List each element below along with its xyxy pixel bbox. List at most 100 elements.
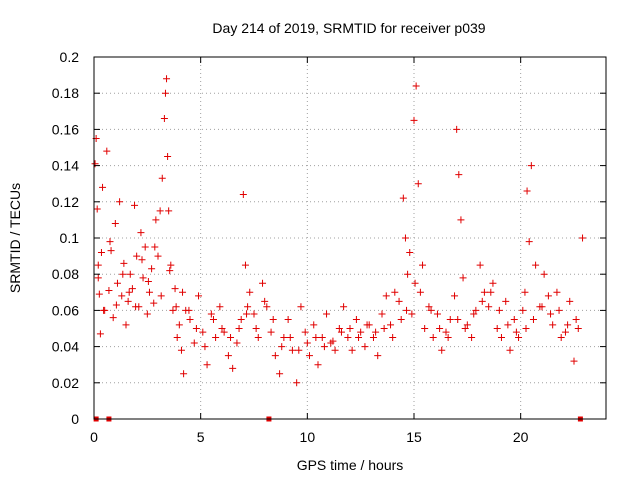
data-point: [177, 346, 185, 354]
data-point: [143, 310, 151, 318]
data-point: [93, 205, 101, 213]
data-point: [522, 325, 530, 332]
data-point: [212, 334, 220, 342]
data-point: [122, 321, 130, 329]
data-point: [399, 194, 407, 202]
data-point: [166, 267, 174, 275]
data-points: [91, 75, 587, 422]
data-point: [557, 334, 565, 342]
axis-ticks: 0 5 10 15 20 0 0.02 0.04 0.06 0.08 0.1 0.12 0.14 0.16…: [52, 49, 606, 445]
data-point: [555, 306, 563, 314]
data-point: [220, 328, 228, 336]
data-point: [271, 352, 279, 360]
data-point: [574, 325, 582, 332]
data-point: [107, 247, 115, 255]
data-point: [158, 174, 166, 182]
data-point: [295, 346, 303, 354]
data-point: [141, 243, 149, 251]
data-point: [237, 315, 245, 323]
data-point: [532, 261, 540, 269]
data-point: [239, 191, 247, 199]
data-point: [120, 259, 128, 267]
data-point: [192, 325, 200, 332]
data-point: [515, 334, 523, 342]
data-point: [523, 187, 531, 195]
data-point: [444, 334, 452, 342]
data-point: [459, 274, 467, 282]
data-point: [186, 315, 194, 323]
data-point: [506, 346, 514, 354]
data-point: [403, 306, 411, 314]
data-point: [163, 75, 171, 83]
data-point: [284, 315, 292, 323]
data-point: [161, 89, 169, 97]
data-point: [203, 361, 211, 369]
data-point: [549, 321, 557, 329]
data-point: [540, 270, 548, 278]
data-point: [527, 162, 535, 170]
data-point: [126, 270, 134, 278]
y-tick-label: 0.14: [52, 158, 79, 174]
data-point: [455, 171, 463, 179]
y-tick-label: 0.1: [60, 230, 80, 246]
y-tick-label: 0.12: [52, 194, 79, 210]
data-point: [404, 270, 412, 278]
data-point: [461, 325, 469, 332]
data-point: [252, 325, 260, 332]
data-point: [139, 274, 147, 282]
y-tick-label: 0.08: [52, 266, 79, 282]
data-point: [152, 216, 160, 224]
data-point: [411, 279, 419, 287]
grid-lines: [94, 57, 606, 419]
x-tick-label: 0: [90, 429, 98, 445]
data-point: [331, 346, 339, 354]
data-point: [378, 310, 386, 318]
data-point: [355, 334, 363, 342]
x-tick-label: 5: [197, 429, 205, 445]
data-point: [167, 261, 175, 269]
data-point: [340, 303, 348, 311]
data-point: [408, 310, 416, 318]
data-point: [235, 325, 243, 332]
data-point: [395, 297, 403, 305]
data-point: [489, 279, 497, 287]
data-point: [209, 315, 217, 323]
data-point: [288, 346, 296, 354]
data-point: [137, 229, 145, 237]
data-point: [241, 261, 249, 269]
y-tick-label: 0.18: [52, 85, 79, 101]
data-point: [570, 357, 578, 365]
data-point: [91, 160, 99, 168]
data-point: [216, 303, 224, 311]
data-point: [99, 183, 107, 191]
data-point: [510, 315, 518, 323]
data-point: [429, 334, 437, 342]
data-point: [361, 343, 369, 351]
data-point: [335, 325, 343, 332]
data-point: [261, 297, 269, 305]
data-point: [502, 297, 510, 305]
data-point: [553, 288, 561, 296]
data-point: [512, 328, 520, 336]
data-point: [144, 277, 152, 285]
data-point: [119, 270, 127, 278]
data-point: [337, 328, 345, 336]
data-point: [495, 306, 503, 314]
y-tick-label: 0.16: [52, 121, 79, 137]
data-point: [297, 303, 305, 311]
data-point: [118, 292, 126, 300]
data-point: [95, 290, 103, 298]
data-point: [269, 315, 277, 323]
data-point: [278, 343, 286, 351]
data-point: [156, 207, 164, 215]
plot-frame: [93, 56, 607, 420]
data-point: [579, 234, 587, 242]
data-point: [372, 328, 380, 336]
data-point: [124, 297, 132, 305]
x-tick-label: 20: [513, 429, 529, 445]
data-point: [301, 328, 309, 336]
data-point: [414, 180, 422, 188]
y-axis-label: SRMTID / TECUs: [7, 183, 23, 293]
data-point: [179, 288, 187, 296]
data-point: [401, 234, 409, 242]
